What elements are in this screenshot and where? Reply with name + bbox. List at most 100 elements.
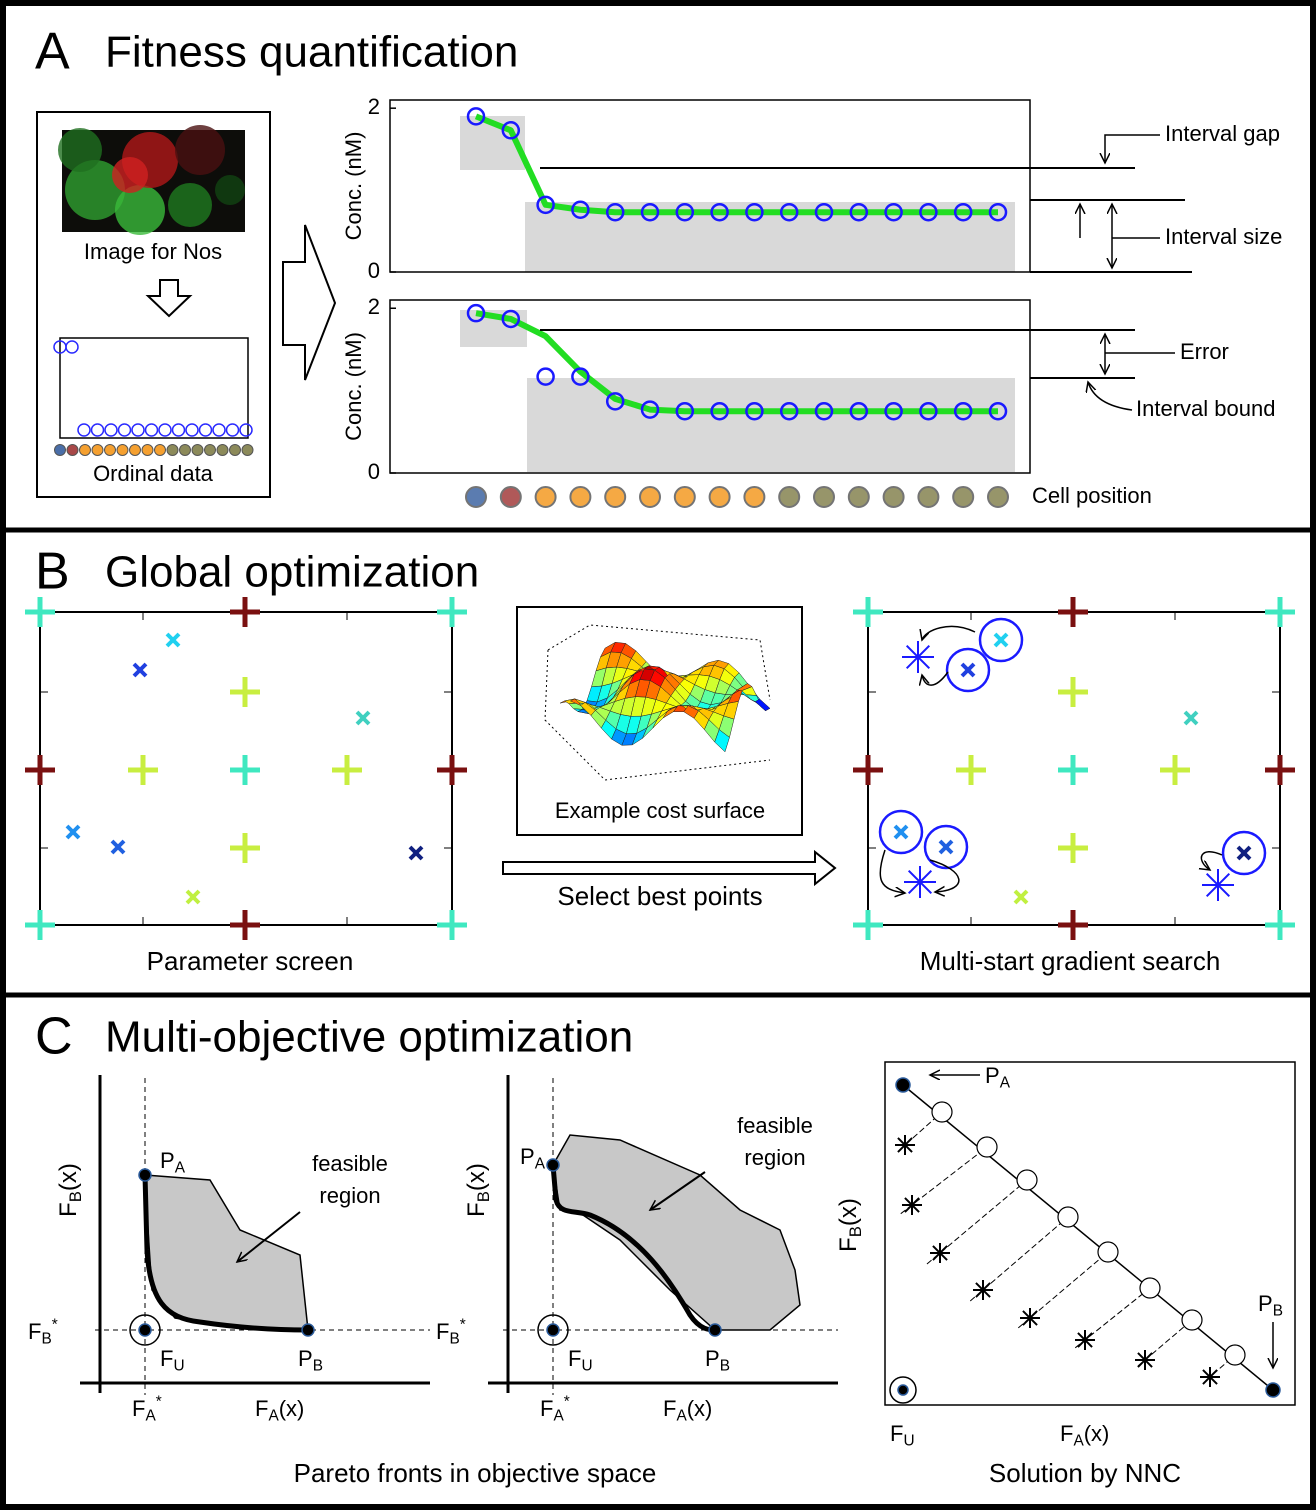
symbol-main: P [298,1346,313,1371]
ordinal-dot [55,445,66,456]
symbol-sub: B [67,1191,86,1202]
ordinal-point [146,424,158,436]
cell-dot [536,487,556,507]
nnc-point [1058,1207,1078,1227]
symbol-label: FU [568,1346,593,1375]
ordinal-dot [105,445,116,456]
ordinal-dot [67,445,78,456]
symbol-label: FU [890,1421,915,1450]
interval-box [527,378,1015,472]
symbol-label: PA [985,1063,1011,1092]
label: Select best points [557,881,762,911]
model-line [476,116,998,212]
cell-dot [953,487,973,507]
label: Multi-start gradient search [920,946,1221,976]
ordinal-plot [60,338,248,438]
point [139,1324,151,1336]
symbol-label: FA(x) [1060,1421,1109,1450]
ordinal-point [78,424,90,436]
symbol-main: F [890,1421,903,1446]
symbol-main: F [132,1396,145,1421]
symbol-label: FA* [132,1393,162,1424]
label: region [319,1183,380,1208]
leader [1088,382,1132,410]
nnc-point [932,1102,952,1122]
ordinal-dot [155,445,166,456]
symbol-sub: B [475,1191,494,1202]
symbol-tail: (x) [279,1396,305,1421]
symbol-sub: A [535,1156,546,1173]
search-arrow [880,850,905,893]
label: Pareto fronts in objective space [294,1458,657,1488]
ordinal-point [92,424,104,436]
cell-dot [779,487,799,507]
ordinal-point [200,424,212,436]
cell-dot [849,487,869,507]
ordinal-dot [192,445,203,456]
label: A [35,23,70,81]
ordinal-point [173,424,185,436]
label: feasible [312,1151,388,1176]
label: Ordinal data [93,461,214,486]
cell-blob [215,175,245,205]
ordinal-point [186,424,198,436]
ordinal-point [159,424,171,436]
cell-blob [58,128,102,172]
ordinal-point [66,341,78,353]
label: feasible [737,1113,813,1138]
search-arrow [922,627,975,640]
symbol-sub: B [449,1331,459,1348]
nnc-point [1182,1310,1202,1330]
cell-blob [112,157,148,193]
symbol-label: FA(x) [255,1396,304,1425]
cell-dot [675,487,695,507]
symbol-label: PB [1258,1291,1283,1320]
ordinal-dot [80,445,91,456]
cell-dot [814,487,834,507]
symbol-label: PB [705,1346,730,1375]
symbol-sub: B [41,1331,51,1348]
symbol-main: P [985,1063,1000,1088]
label: C [35,1008,73,1066]
symbol-sup: * [156,1393,162,1410]
label: B [35,543,70,601]
right-arrow [283,225,335,380]
symbol-main: F [55,1202,82,1217]
ordinal-point [213,424,225,436]
symbol-tail: (x) [463,1163,490,1191]
label: Multi-objective optimization [105,1013,633,1062]
figure: AFitness quantificationImage for NosOrdi… [0,0,1316,1510]
feasible-region [145,1175,308,1330]
symbol-sub: U [903,1433,914,1450]
label: Interval size [1165,224,1282,249]
ordinal-point [105,424,117,436]
label: Interval bound [1136,396,1275,421]
symbol-main: P [705,1346,720,1371]
nnc-point [977,1137,997,1157]
symbol-sup: * [460,1316,466,1333]
nnc-point [1017,1170,1037,1190]
symbol-tail: (x) [687,1396,713,1421]
symbol-main: F [255,1396,268,1421]
cell-dot [466,487,486,507]
cell-dot [744,487,764,507]
cell-dot [501,487,521,507]
cell-dot [988,487,1008,507]
ordinal-dot [230,445,241,456]
y-tick-label: 2 [368,294,380,319]
symbol-main: F [835,1237,862,1252]
ordinal-dot [180,445,191,456]
ordinal-dot [92,445,103,456]
point [547,1159,559,1171]
label: Image for Nos [84,239,222,264]
symbol-label: PA [160,1148,186,1177]
cell-dot [640,487,660,507]
leader [1105,135,1160,163]
search-arrow [922,672,948,685]
symbol-tail: (x) [1084,1421,1110,1446]
point [302,1324,314,1336]
symbol-sub: U [581,1358,592,1375]
symbol-label: PA [520,1144,546,1173]
cell-blob [175,125,225,175]
symbol-sub: U [173,1358,184,1375]
